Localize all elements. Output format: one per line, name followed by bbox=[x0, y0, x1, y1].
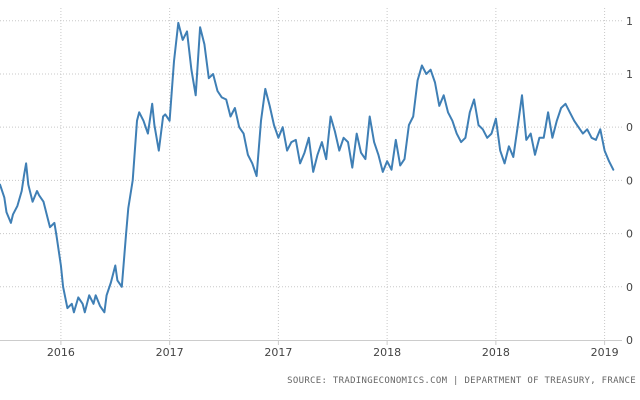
x-tick-label: 2018 bbox=[482, 346, 510, 359]
x-tick-label: 2017 bbox=[264, 346, 292, 359]
x-tick-label: 2017 bbox=[156, 346, 184, 359]
y-tick-label: 0 bbox=[626, 334, 633, 347]
x-tick-label: 2016 bbox=[47, 346, 75, 359]
y-tick-label: 0 bbox=[626, 121, 633, 134]
x-tick-label: 2018 bbox=[373, 346, 401, 359]
y-tick-label: 0 bbox=[626, 228, 633, 241]
gridlines bbox=[0, 8, 622, 340]
x-tick-label: 2019 bbox=[591, 346, 619, 359]
source-credit: SOURCE: TRADINGECONOMICS.COM | DEPARTMEN… bbox=[287, 376, 636, 386]
y-tick-label: 1 bbox=[626, 68, 633, 81]
y-axis: 1 1 0 0 0 0 0 bbox=[626, 15, 633, 347]
x-axis: 2016 2017 2017 2018 2018 2019 bbox=[0, 340, 622, 359]
series-line bbox=[0, 21, 615, 314]
y-tick-label: 1 bbox=[626, 15, 633, 28]
y-tick-label: 0 bbox=[626, 174, 633, 187]
y-tick-label: 0 bbox=[626, 281, 633, 294]
